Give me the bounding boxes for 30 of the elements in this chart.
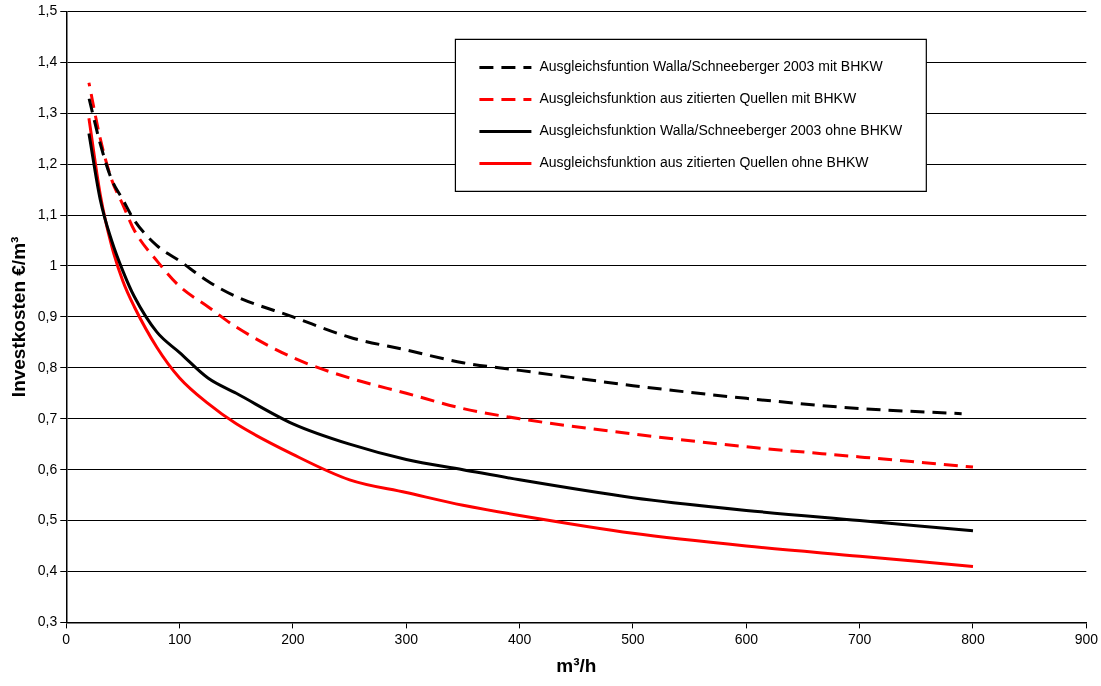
legend-label: Ausgleichsfunktion Walla/Schneeberger 2003 ohne BHKW bbox=[539, 122, 904, 139]
y-axis-title: Investkosten €/m³ bbox=[7, 236, 29, 398]
x-tick-label: 200 bbox=[281, 630, 305, 647]
x-tick-label: 700 bbox=[847, 630, 872, 647]
y-tick-label: 1,1 bbox=[37, 205, 58, 222]
y-tick-label: 0,3 bbox=[37, 613, 58, 630]
x-tick-label: 500 bbox=[621, 630, 645, 647]
x-tick-label: 800 bbox=[961, 630, 985, 647]
legend-label: Ausgleichsfuntion Walla/Schneeberger 2003 mit BHKW bbox=[539, 58, 884, 75]
y-tick-label: 0,9 bbox=[37, 307, 58, 324]
x-tick-label: 300 bbox=[394, 630, 419, 647]
y-tick-label: 1 bbox=[49, 256, 58, 273]
y-tick-label: 0,7 bbox=[37, 409, 58, 426]
y-tick-label: 0,8 bbox=[37, 358, 58, 375]
x-tick-label: 0 bbox=[62, 630, 71, 647]
x-tick-label: 100 bbox=[167, 630, 192, 647]
x-tick-label: 400 bbox=[507, 630, 532, 647]
y-tick-label: 0,4 bbox=[37, 562, 58, 579]
x-tick-label: 600 bbox=[734, 630, 759, 647]
y-tick-label: 1,3 bbox=[37, 104, 58, 121]
y-tick-label: 0,5 bbox=[37, 511, 58, 528]
y-tick-label: 1,4 bbox=[37, 53, 58, 70]
x-tick-label: 900 bbox=[1074, 630, 1099, 647]
legend-label: Ausgleichsfunktion aus zitierten Quellen ohne BHKW bbox=[539, 154, 870, 171]
y-tick-label: 0,6 bbox=[37, 460, 58, 477]
y-tick-label: 1,5 bbox=[37, 2, 58, 19]
legend-label: Ausgleichsfunktion aus zitierten Quellen mit BHKW bbox=[539, 90, 857, 107]
line-series bbox=[87, 81, 975, 469]
x-axis-title: m³/h bbox=[556, 654, 597, 676]
y-tick-label: 1,2 bbox=[37, 155, 58, 172]
